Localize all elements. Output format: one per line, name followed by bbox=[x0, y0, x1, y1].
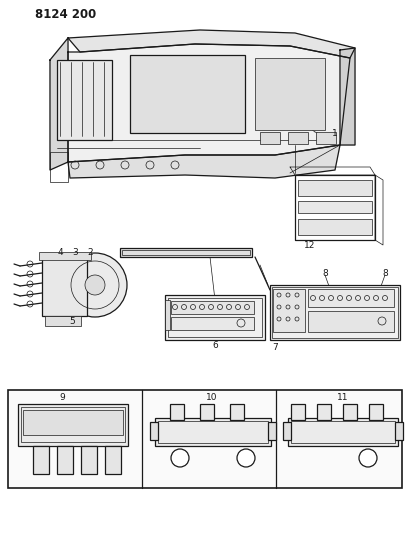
Polygon shape bbox=[68, 44, 349, 162]
Text: 11: 11 bbox=[337, 393, 348, 402]
Bar bbox=[57, 446, 73, 474]
Bar bbox=[307, 311, 393, 332]
Bar bbox=[39, 252, 91, 260]
Circle shape bbox=[358, 449, 376, 467]
Text: 8: 8 bbox=[321, 269, 327, 278]
Text: 8: 8 bbox=[381, 269, 387, 278]
Circle shape bbox=[171, 449, 189, 467]
Circle shape bbox=[85, 275, 105, 295]
Text: 10: 10 bbox=[206, 393, 217, 402]
Bar bbox=[287, 132, 307, 144]
Bar bbox=[229, 404, 243, 420]
Bar bbox=[164, 295, 264, 340]
Bar bbox=[164, 300, 170, 330]
Bar bbox=[21, 407, 125, 442]
Bar bbox=[155, 418, 270, 446]
Bar bbox=[33, 446, 49, 474]
Bar bbox=[368, 404, 382, 420]
Circle shape bbox=[63, 253, 127, 317]
Text: 1: 1 bbox=[331, 128, 337, 138]
Bar bbox=[259, 132, 279, 144]
Text: 8124 200: 8124 200 bbox=[35, 7, 96, 20]
Bar bbox=[315, 132, 335, 144]
Text: 4: 4 bbox=[57, 247, 63, 256]
Polygon shape bbox=[50, 38, 68, 170]
Bar bbox=[290, 421, 394, 443]
Bar bbox=[270, 285, 399, 340]
Bar bbox=[168, 298, 261, 337]
Bar bbox=[105, 446, 121, 474]
Bar bbox=[200, 404, 213, 420]
Bar bbox=[23, 410, 123, 435]
Bar bbox=[297, 180, 371, 196]
Text: 6: 6 bbox=[211, 341, 217, 350]
Bar bbox=[122, 250, 249, 255]
Bar bbox=[394, 422, 402, 440]
Bar bbox=[120, 248, 252, 257]
Bar bbox=[287, 418, 397, 446]
Circle shape bbox=[236, 449, 254, 467]
Bar bbox=[254, 58, 324, 130]
Text: 3: 3 bbox=[72, 247, 78, 256]
Bar bbox=[316, 404, 330, 420]
Bar bbox=[157, 421, 267, 443]
Bar bbox=[297, 219, 371, 235]
Polygon shape bbox=[339, 48, 354, 145]
Text: 5: 5 bbox=[69, 318, 75, 327]
Bar bbox=[130, 55, 245, 133]
Text: 7: 7 bbox=[272, 343, 277, 351]
Bar bbox=[267, 422, 275, 440]
Polygon shape bbox=[68, 30, 354, 58]
Bar bbox=[8, 390, 401, 488]
Polygon shape bbox=[68, 145, 339, 178]
Bar bbox=[272, 289, 304, 332]
Bar bbox=[150, 422, 157, 440]
Bar bbox=[50, 152, 68, 182]
Bar bbox=[81, 446, 97, 474]
Bar bbox=[18, 404, 128, 446]
Bar bbox=[297, 201, 371, 213]
Text: 12: 12 bbox=[303, 240, 315, 249]
Bar bbox=[307, 289, 393, 307]
Bar bbox=[342, 404, 356, 420]
Bar bbox=[57, 60, 112, 140]
Bar bbox=[271, 287, 397, 338]
Bar bbox=[170, 404, 184, 420]
Bar bbox=[171, 317, 254, 330]
Bar bbox=[282, 422, 290, 440]
Text: 9: 9 bbox=[59, 393, 65, 402]
Bar bbox=[290, 404, 304, 420]
Bar bbox=[171, 301, 254, 314]
Bar bbox=[45, 316, 81, 326]
Bar bbox=[42, 258, 87, 316]
Text: 2: 2 bbox=[87, 247, 92, 256]
